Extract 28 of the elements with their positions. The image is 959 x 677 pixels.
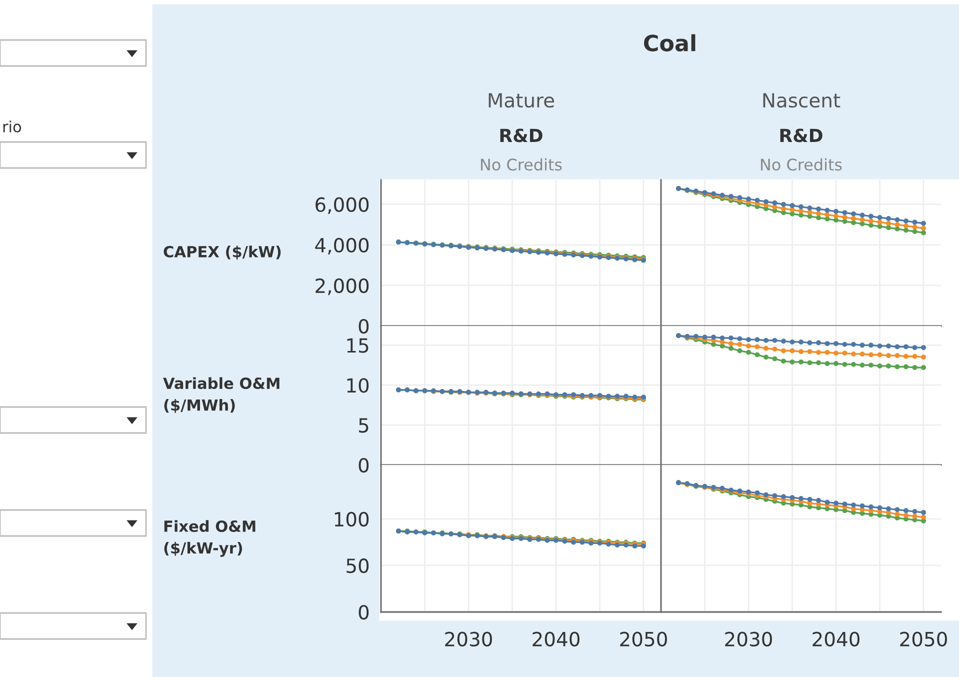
x-tick-label: 2040 (812, 632, 860, 646)
chart-subtitle: Nascent (763, 93, 840, 108)
y-tick-label: 5 (359, 418, 368, 433)
y-tick-label: 4,000 (315, 238, 369, 255)
y-tick-label: 50 (346, 558, 369, 574)
y-tick-label: 100 (334, 512, 369, 527)
text: R&D (500, 128, 542, 142)
y-tick-label: 15 (347, 338, 368, 353)
y-tick-label: 10 (347, 378, 369, 393)
y-axis-title: Fixed O&M ($/kW-yr) (164, 520, 256, 557)
y-tick-label: 0 (358, 458, 369, 473)
x-tick-label: 2050 (620, 632, 667, 646)
y-tick-label: 0 (358, 318, 369, 334)
x-tick-label: 2030 (725, 632, 772, 646)
x-tick-label: 2050 (900, 632, 947, 646)
text: R&D (780, 128, 822, 142)
y-tick-label: 2,000 (316, 278, 369, 296)
chart-subtitle: Mature (488, 93, 554, 108)
text: No Credits (480, 158, 562, 171)
text: rio (3, 120, 22, 132)
chart-title: Coal (644, 34, 696, 52)
y-axis-title: Variable O&M ($/MWh) (163, 377, 280, 413)
y-tick-label: 6,000 (316, 197, 369, 214)
y-axis-title: CAPEX ($/kW) (164, 246, 281, 260)
x-tick-label: 2030 (445, 632, 492, 646)
y-tick-label: 0 (358, 604, 369, 620)
x-tick-label: 2040 (532, 632, 580, 646)
text: No Credits (760, 158, 842, 171)
